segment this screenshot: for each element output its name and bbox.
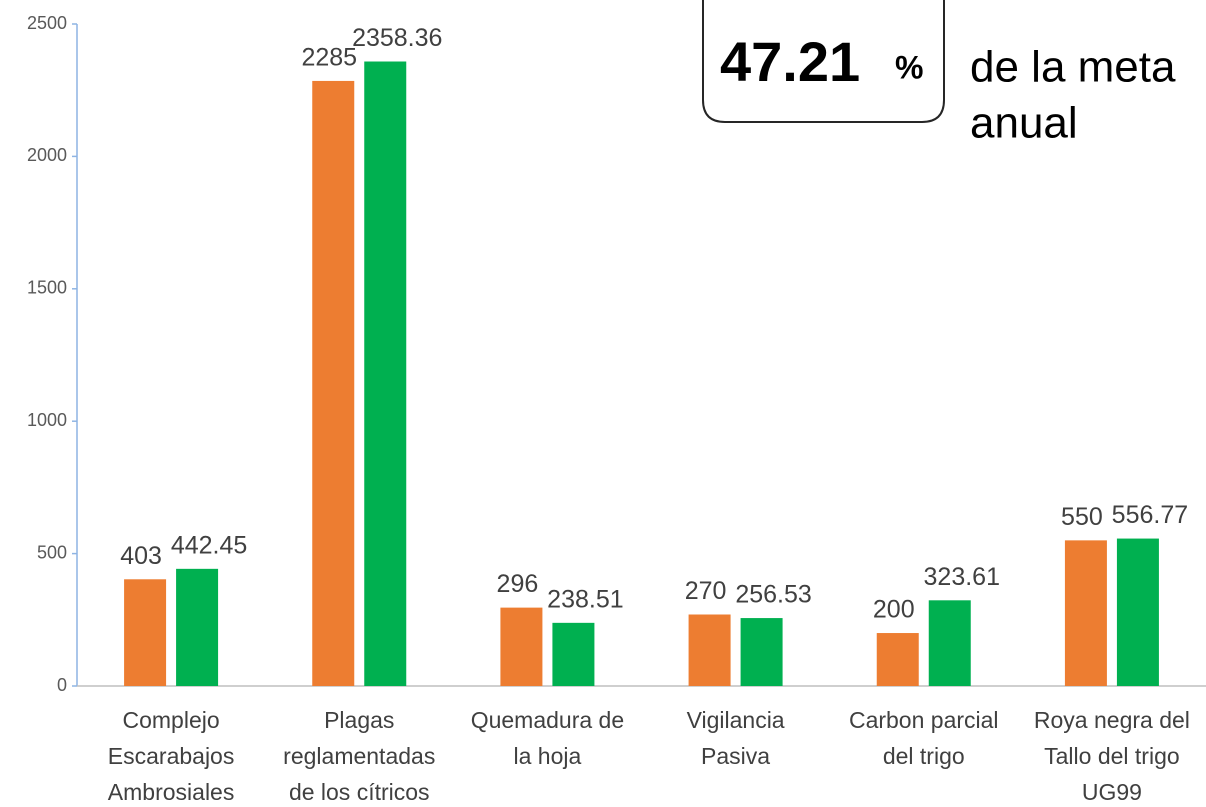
x-tick-label: la hoja — [514, 743, 582, 769]
x-tick-label: Complejo — [123, 707, 220, 733]
x-tick-label: Vigilancia — [687, 707, 785, 733]
value-label: 2285 — [301, 44, 357, 72]
annotation-text: anual — [970, 99, 1078, 148]
x-tick-label: Carbon parcial — [849, 707, 999, 733]
x-tick-label: Roya negra del — [1034, 707, 1190, 733]
bar — [740, 618, 783, 686]
annotation-value: 47.21 — [720, 30, 860, 93]
bar — [688, 614, 731, 686]
bar — [1116, 538, 1159, 686]
annotation-box — [702, 0, 945, 123]
x-tick-label: Tallo del trigo — [1044, 743, 1180, 769]
bar — [364, 61, 407, 686]
value-label: 323.61 — [924, 563, 1000, 591]
x-tick-label: del trigo — [883, 743, 965, 769]
y-tick-label: 1000 — [27, 410, 67, 430]
annotation-text: de la meta — [970, 43, 1176, 92]
x-tick-label: Quemadura de — [471, 707, 624, 733]
x-tick-label: Escarabajos — [108, 743, 235, 769]
value-label: 550 — [1061, 503, 1103, 531]
x-tick-label: reglamentadas — [283, 743, 435, 769]
bar — [124, 579, 167, 686]
value-label: 556.77 — [1112, 501, 1188, 529]
value-label: 238.51 — [547, 585, 623, 613]
bar — [312, 80, 355, 686]
bar — [500, 607, 543, 686]
bar — [176, 568, 219, 686]
y-tick-label: 2500 — [27, 13, 67, 33]
bar — [876, 633, 919, 686]
value-label: 296 — [497, 570, 539, 598]
value-label: 403 — [120, 542, 162, 570]
annotation-unit: % — [895, 49, 923, 85]
value-label: 2358.36 — [352, 24, 442, 52]
value-label: 200 — [873, 596, 915, 624]
y-tick-label: 500 — [37, 542, 67, 562]
bar — [552, 622, 595, 686]
x-tick-label: Plagas — [324, 707, 394, 733]
bar — [928, 600, 971, 686]
y-tick-label: 1500 — [27, 278, 67, 298]
y-tick-label: 0 — [57, 675, 67, 695]
x-tick-label: Ambrosiales — [108, 779, 235, 805]
y-tick-label: 2000 — [27, 145, 67, 165]
value-label: 256.53 — [735, 581, 811, 609]
value-label: 442.45 — [171, 531, 247, 559]
x-tick-label: Pasiva — [701, 743, 770, 769]
x-tick-label: UG99 — [1082, 779, 1142, 805]
x-tick-label: de los cítricos — [289, 779, 430, 805]
value-label: 270 — [685, 577, 727, 605]
bar — [1064, 540, 1107, 686]
